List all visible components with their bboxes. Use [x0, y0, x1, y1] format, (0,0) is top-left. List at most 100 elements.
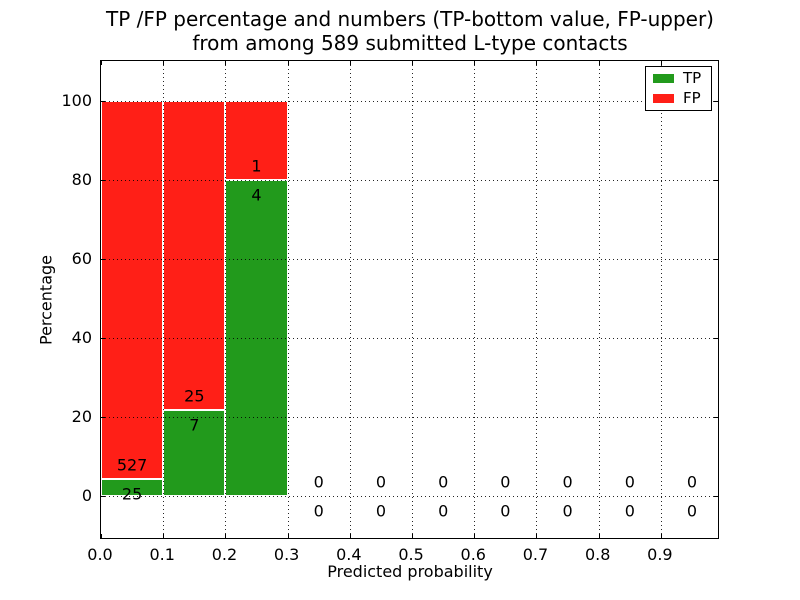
chart-title-line1: TP /FP percentage and numbers (TP-bottom… [106, 7, 714, 31]
gridline-vertical [287, 61, 289, 538]
y-tick-mark-right [714, 258, 718, 260]
x-tick-mark-top [101, 61, 102, 65]
y-tick-mark-left [101, 179, 105, 181]
bar-count-label-tp: 0 [562, 501, 573, 521]
chart-title-line2: from among 589 submitted L-type contacts [192, 31, 628, 55]
x-tick-label: 0.8 [584, 545, 611, 564]
y-tick-mark-right [714, 100, 718, 102]
bar-count-label-tp: 7 [189, 415, 200, 435]
legend-entry-fp: FP [653, 91, 711, 107]
x-tick-mark-bottom [163, 534, 165, 538]
legend-entry-tp: TP [653, 71, 711, 87]
gridline-vertical [163, 61, 165, 538]
y-tick-mark-left [101, 258, 105, 260]
y-tick-mark-right [714, 179, 718, 181]
x-tick-mark-bottom [536, 534, 538, 538]
gridline-vertical [660, 61, 662, 538]
y-tick-label: 100 [61, 90, 92, 110]
x-tick-label: 0.2 [211, 545, 238, 564]
gridline-horizontal [101, 179, 718, 181]
bar-count-label-fp: 1 [251, 156, 262, 176]
bar-count-label-tp: 0 [313, 501, 324, 521]
x-tick-label: 0.0 [87, 545, 113, 564]
bar-count-label-fp: 0 [438, 472, 449, 492]
y-tick-mark-left [101, 100, 105, 102]
bar-count-label-tp: 0 [624, 501, 635, 521]
x-tick-mark-top [412, 61, 414, 65]
x-tick-mark-top [598, 61, 600, 65]
legend: TP FP [645, 66, 712, 111]
y-tick-label: 80 [71, 169, 92, 189]
y-tick-label: 40 [71, 328, 92, 348]
legend-swatch-fp [653, 94, 674, 103]
x-tick-label: 0.5 [398, 545, 424, 564]
bar-count-label-fp: 0 [500, 472, 511, 492]
gridline-vertical [349, 61, 351, 538]
y-tick-mark-right [714, 417, 718, 419]
plot-area: TP FP 527 25 25 7 1 4 0 0 0 0 0 0 0 0 0 0 0 0 0 0 [100, 60, 719, 539]
bar-count-label-fp: 0 [562, 472, 573, 492]
bar-segment-fp [225, 100, 288, 180]
x-tick-label: 0.9 [647, 545, 673, 564]
gridline-vertical [598, 61, 600, 538]
chart-title: TP /FP percentage and numbers (TP-bottom… [100, 7, 720, 55]
bar-count-label-fp: 0 [375, 472, 387, 492]
x-tick-mark-bottom [287, 534, 289, 538]
x-axis-label: Predicted probability [327, 562, 493, 581]
y-tick-label: 60 [71, 248, 92, 268]
bar-count-label-fp: 0 [686, 472, 698, 492]
bar-count-label-tp: 0 [375, 501, 387, 521]
y-tick-mark-left [101, 496, 105, 498]
y-tick-label: 0 [81, 486, 92, 506]
x-tick-mark-top [287, 61, 289, 65]
bar-segment-tp [163, 409, 226, 497]
bar-count-label-tp: 4 [251, 185, 262, 205]
bar-count-label-tp: 0 [686, 501, 698, 521]
x-tick-mark-top [474, 61, 476, 65]
bar-segment-fp [163, 100, 226, 410]
x-tick-mark-bottom [349, 534, 351, 538]
legend-label-fp: FP [683, 89, 701, 107]
bar-segment-fp [101, 100, 164, 479]
x-tick-mark-bottom [598, 534, 600, 538]
gridline-vertical [225, 61, 227, 538]
x-tick-mark-top [536, 61, 538, 65]
y-tick-label: 20 [71, 407, 92, 427]
legend-swatch-tp [653, 74, 674, 83]
x-tick-mark-top [349, 61, 351, 65]
bar-count-label-fp: 527 [116, 455, 148, 475]
legend-label-tp: TP [683, 69, 702, 87]
gridline-vertical [412, 61, 414, 538]
x-tick-mark-bottom [474, 534, 476, 538]
x-tick-label: 0.4 [336, 545, 362, 564]
x-tick-label: 0.7 [522, 545, 549, 564]
x-tick-mark-bottom [225, 534, 227, 538]
gridline-horizontal [101, 496, 718, 498]
bar-count-label-fp: 0 [624, 472, 635, 492]
bar-count-label-tp: 25 [121, 484, 143, 504]
x-tick-mark-top [225, 61, 227, 65]
bar-count-label-tp: 0 [500, 501, 511, 521]
y-tick-mark-left [101, 417, 105, 419]
x-tick-label: 0.3 [273, 545, 300, 564]
gridline-horizontal [101, 100, 718, 102]
gridline-horizontal [101, 258, 718, 260]
gridline-vertical [474, 61, 476, 538]
x-tick-mark-top [660, 61, 662, 65]
gridline-vertical [536, 61, 538, 538]
y-tick-mark-left [101, 338, 105, 340]
y-tick-mark-right [714, 496, 718, 498]
bar-count-label-fp: 0 [313, 472, 324, 492]
bar-count-label-tp: 0 [438, 501, 449, 521]
x-tick-mark-bottom [412, 534, 414, 538]
x-tick-mark-bottom [660, 534, 662, 538]
gridline-horizontal [101, 417, 718, 419]
gridline-horizontal [101, 338, 718, 340]
x-tick-mark-bottom [101, 534, 102, 538]
y-tick-mark-right [714, 338, 718, 340]
x-tick-label: 0.6 [460, 545, 486, 564]
bar-count-label-fp: 25 [184, 386, 205, 406]
x-tick-label: 0.1 [149, 545, 175, 564]
x-tick-mark-top [163, 61, 165, 65]
